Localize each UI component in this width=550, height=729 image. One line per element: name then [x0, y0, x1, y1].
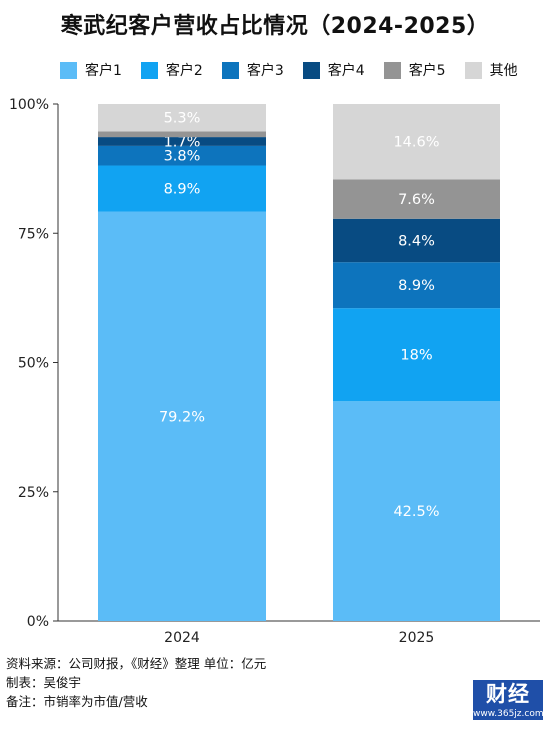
legend-label: 其他	[489, 63, 518, 79]
data-label: 8.9%	[164, 182, 201, 198]
legend-swatch	[221, 61, 239, 79]
legend-item-6: 其他	[464, 60, 518, 80]
data-label: 7.6%	[398, 192, 435, 208]
legend-item-3: 客户3	[221, 60, 284, 80]
y-tick-label: 0%	[27, 614, 49, 630]
stacked-bar-chart: 0% 25% 50% 75% 100% 79.2% 8.9% 3.8%1.7% 5.3% 2024…	[9, 97, 540, 646]
chart-legend: 客户1 客户2 客户3 客户4 客户5 其他	[60, 59, 537, 81]
data-label: 79.2%	[159, 409, 205, 425]
chart-footer: 资料来源：公司财报，《财经》整理 单位：亿元 制表：吴俊宇 备注：市销率为市值/…	[6, 654, 266, 711]
bar-segment	[98, 131, 266, 138]
y-tick-label: 75%	[18, 226, 49, 242]
legend-label: 客户5	[408, 63, 446, 79]
bar-segment	[98, 145, 266, 166]
legend-label: 客户2	[165, 63, 203, 79]
legend-label: 客户1	[85, 63, 122, 79]
bar-segment	[333, 218, 500, 263]
caijing-logo: 财经 www.365jz.com	[473, 680, 544, 720]
legend-swatch	[60, 61, 77, 79]
author-note: 制表：吴俊宇	[6, 675, 82, 690]
legend-item-5: 客户5	[383, 60, 446, 80]
data-label: 1.7%	[164, 134, 201, 150]
x-tick-label: 2024	[164, 630, 200, 646]
bar-segment	[333, 104, 500, 180]
y-tick-label: 50%	[18, 356, 49, 372]
bar-segment	[333, 262, 500, 309]
legend-item-1: 客户1	[60, 60, 122, 80]
data-label: 8.9%	[398, 278, 435, 294]
data-label: 3.8%	[164, 149, 201, 165]
y-tick-label: 25%	[18, 485, 49, 501]
y-tick-label: 100%	[9, 97, 49, 113]
logo-text: 财经	[486, 682, 530, 706]
bar-segment	[98, 211, 266, 621]
legend-swatch	[464, 61, 482, 79]
bar-segment	[333, 401, 500, 621]
data-label: 42.5%	[393, 504, 439, 520]
bar-segment	[98, 104, 266, 132]
data-label: 8.4%	[398, 233, 435, 249]
data-label: 5.3%	[164, 111, 201, 127]
legend-item-4: 客户4	[302, 60, 365, 80]
bar-segment	[98, 165, 266, 212]
legend-item-2: 客户2	[140, 60, 203, 80]
watermark-text: www.365jz.com	[473, 709, 544, 719]
legend-swatch	[302, 61, 320, 79]
remark-note: 备注：市销率为市值/营收	[6, 694, 148, 709]
legend-label: 客户3	[246, 63, 284, 79]
bar-segment	[333, 308, 500, 402]
legend-label: 客户4	[327, 63, 365, 79]
legend-swatch	[383, 61, 401, 79]
bar-segment	[98, 137, 266, 146]
chart-title: 寒武纪客户营收占比情况（2024-2025）	[60, 14, 490, 39]
data-label: 14.6%	[393, 135, 439, 151]
bar-segment	[333, 179, 500, 219]
legend-swatch	[140, 61, 158, 79]
source-note: 资料来源：公司财报，《财经》整理 单位：亿元	[6, 656, 267, 671]
data-label: 18%	[400, 348, 432, 364]
x-tick-label: 2025	[399, 630, 435, 646]
